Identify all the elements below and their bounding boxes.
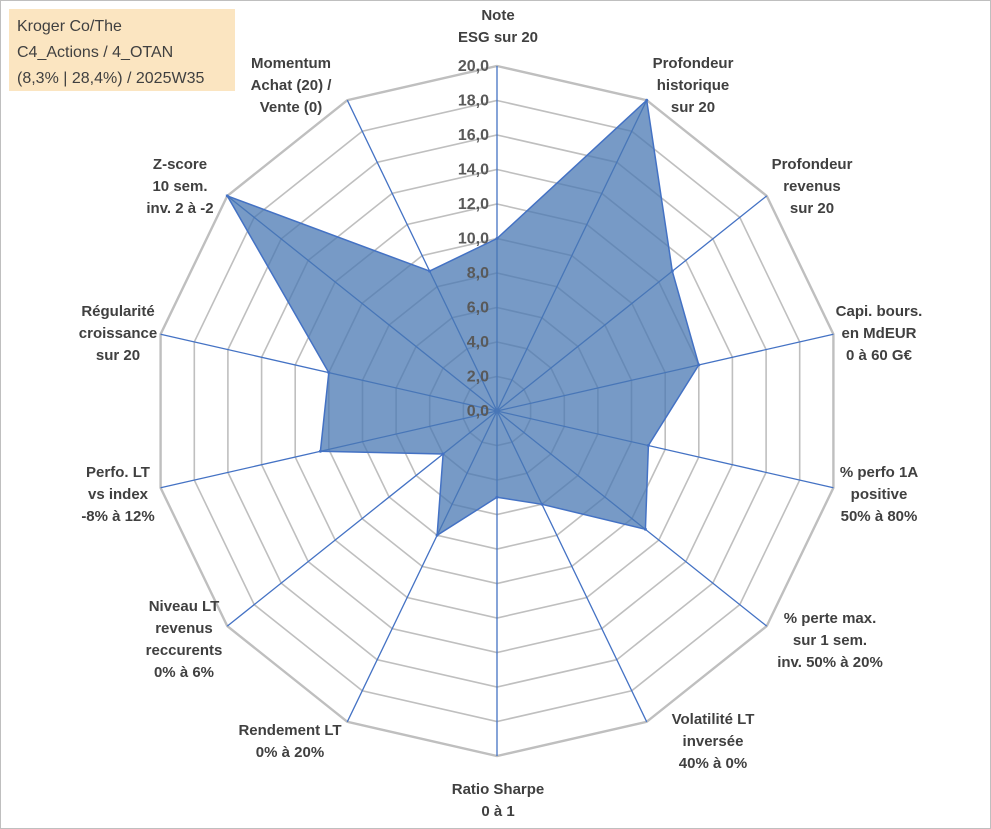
title-line-stats: (8,3% | 28,4%) / 2025W35 [17, 70, 205, 87]
category-label-line: Perfo. LT [86, 464, 150, 481]
category-label-line: % perte max. [784, 610, 877, 627]
category-label: Z-score 10 sem. inv. 2 à -2 [146, 156, 213, 217]
data-point [225, 194, 229, 198]
tick-label: 14,0 [458, 162, 489, 179]
category-label-line: 50% à 80% [841, 508, 918, 525]
category-label: Capi. bours. en MdEUR 0 à 60 G€ [836, 303, 923, 364]
category-label-line: sur 20 [671, 99, 715, 116]
category-label-line: sur 20 [96, 347, 140, 364]
data-point [495, 495, 499, 499]
category-label-line: vs index [88, 486, 149, 503]
tick-label-layer: 0,0 2,0 4,0 6,0 8,0 10,0 12,0 14,0 16,0 18,0 20,0 [458, 58, 489, 420]
category-label-line: revenus [155, 620, 213, 637]
category-label: Rendement LT 0% à 20% [238, 722, 341, 761]
category-label: Profondeur revenus sur 20 [772, 156, 853, 217]
data-point [441, 452, 445, 456]
category-label-layer: Note ESG sur 20 Profondeur historique sur 20… [79, 7, 923, 820]
data-point [327, 371, 331, 375]
category-label: Profondeur historique sur 20 [653, 55, 734, 116]
category-label-line: Régularité [81, 303, 154, 320]
tick-label: 12,0 [458, 196, 489, 213]
data-point [428, 269, 432, 273]
tick-label: 8,0 [467, 265, 489, 282]
category-label-line: Achat (20) / [251, 77, 333, 94]
data-point [670, 269, 674, 273]
data-point [645, 98, 649, 102]
category-label-line: Volatilité LT [672, 711, 755, 728]
category-label: Régularité croissance sur 20 [79, 303, 157, 364]
category-label-line: -8% à 12% [81, 508, 154, 525]
chart-title-box: Kroger Co/The C4_Actions / 4_OTAN (8,3% … [9, 9, 235, 91]
data-point [318, 449, 322, 453]
category-label-line: sur 1 sem. [793, 632, 867, 649]
category-label-line: inversée [683, 733, 744, 750]
category-label-line: Rendement LT [238, 722, 341, 739]
category-label-line: % perfo 1A [840, 464, 919, 481]
category-label-line: Momentum [251, 55, 331, 72]
category-label-line: Ratio Sharpe [452, 781, 545, 798]
series-layer [225, 98, 701, 537]
category-label-line: Vente (0) [260, 99, 323, 116]
category-label-line: Profondeur [653, 55, 734, 72]
category-label-line: 40% à 0% [679, 755, 747, 772]
category-label-line: 0 à 1 [481, 803, 514, 820]
category-label-line: ESG sur 20 [458, 29, 538, 46]
tick-label: 10,0 [458, 231, 489, 248]
category-label-line: 0% à 20% [256, 744, 324, 761]
category-label-line: inv. 50% à 20% [777, 654, 883, 671]
category-label: Ratio Sharpe 0 à 1 [452, 781, 545, 820]
title-line-category: C4_Actions / 4_OTAN [17, 44, 174, 61]
tick-label: 18,0 [458, 93, 489, 110]
category-label-line: Profondeur [772, 156, 853, 173]
category-label-line: sur 20 [790, 200, 834, 217]
tick-label: 0,0 [467, 403, 489, 420]
category-label-line: en MdEUR [842, 325, 917, 342]
category-label: % perfo 1A positive 50% à 80% [840, 464, 919, 525]
tick-label: 6,0 [467, 300, 489, 317]
category-label-line: revenus [783, 178, 841, 195]
category-label: Note ESG sur 20 [458, 7, 538, 46]
data-point [697, 363, 701, 367]
data-point [643, 527, 647, 531]
category-label: % perte max. sur 1 sem. inv. 50% à 20% [777, 610, 883, 671]
tick-label: 4,0 [467, 334, 489, 351]
category-label-line: croissance [79, 325, 157, 342]
tick-label: 16,0 [458, 127, 489, 144]
tick-label: 20,0 [458, 58, 489, 75]
category-label: Momentum Achat (20) / Vente (0) [251, 55, 333, 116]
category-label-line: 0% à 6% [154, 664, 214, 681]
category-label-line: 0 à 60 G€ [846, 347, 913, 364]
data-point [540, 502, 544, 506]
tick-label: 2,0 [467, 369, 489, 386]
category-label-line: positive [851, 486, 908, 503]
category-label: Perfo. LT vs index -8% à 12% [81, 464, 154, 525]
data-point [495, 237, 499, 240]
category-label-line: Niveau LT [149, 598, 220, 615]
category-label: Niveau LT revenus reccurents 0% à 6% [146, 598, 223, 681]
data-point [435, 533, 439, 537]
category-label-line: Capi. bours. [836, 303, 923, 320]
category-label-line: 10 sem. [152, 178, 207, 195]
data-point [646, 444, 650, 447]
category-label-line: reccurents [146, 642, 223, 659]
category-label: Volatilité LT inversée 40% à 0% [672, 711, 755, 772]
title-line-company: Kroger Co/The [17, 18, 122, 35]
category-label-line: Note [481, 7, 514, 24]
category-label-line: historique [657, 77, 730, 94]
category-label-line: inv. 2 à -2 [146, 200, 213, 217]
category-label-line: Z-score [153, 156, 207, 173]
